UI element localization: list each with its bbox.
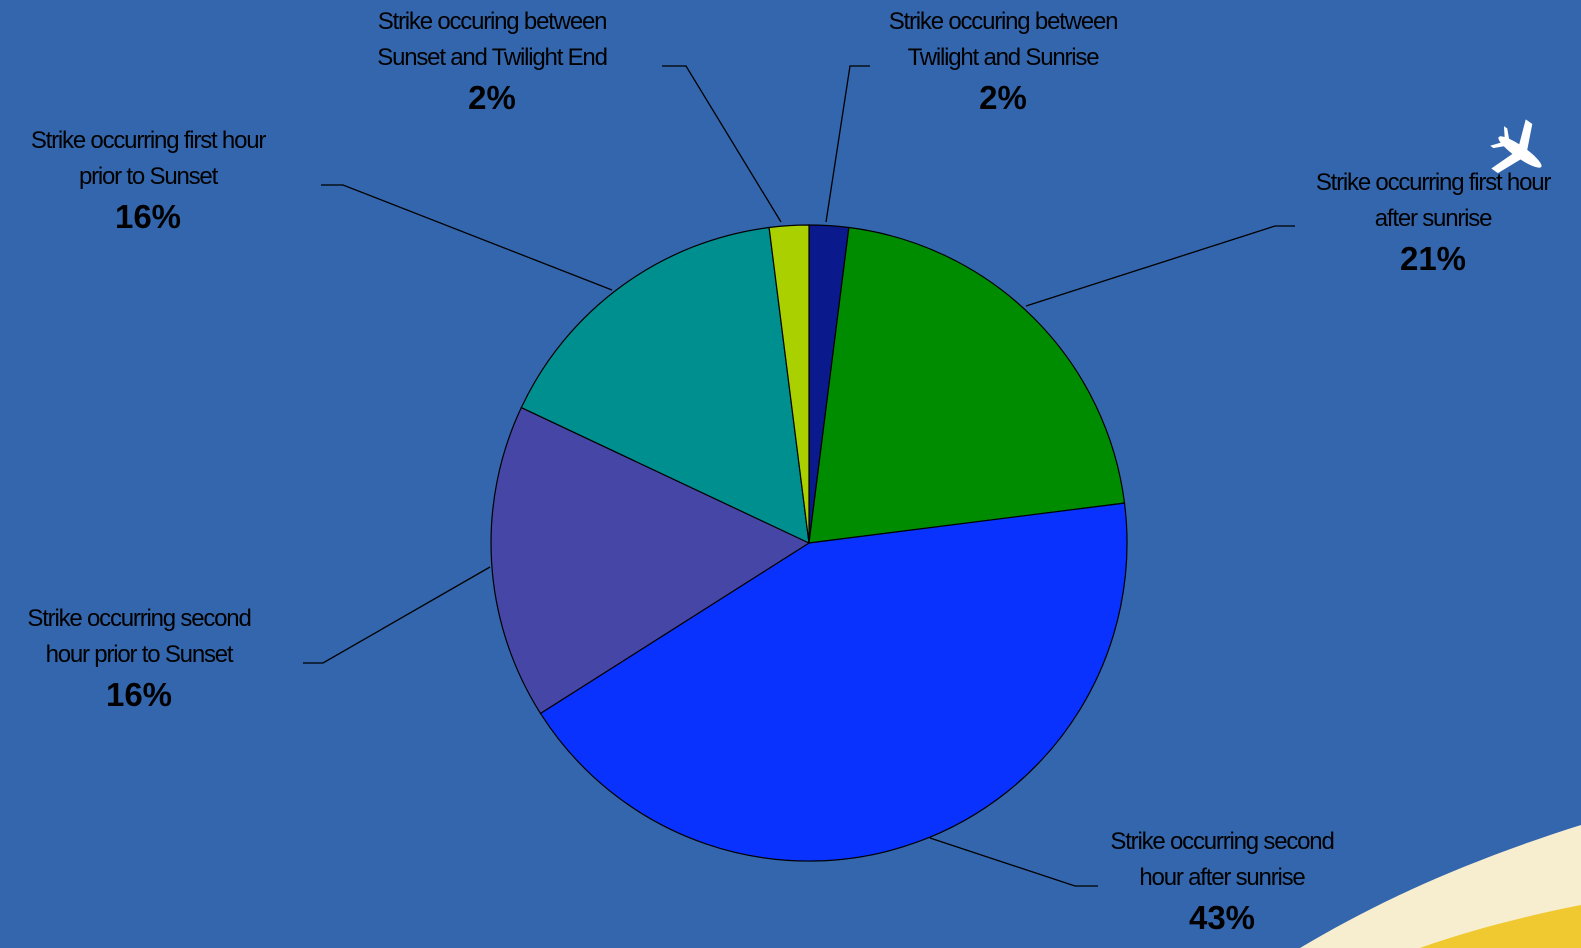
leader-line (321, 184, 613, 291)
slice-label: Strike occuring between Sunset and Twilig… (342, 4, 642, 120)
slice-percent-label: 16% (114, 198, 182, 235)
slice-label: Strike occurring second hour after sunris… (1072, 824, 1372, 940)
slice-label-line1: Strike occuring between (377, 8, 608, 35)
slice-label-line1: Strike occurring first hour (1315, 169, 1552, 196)
swoosh-decoration (1300, 825, 1581, 948)
slice-label-line2: hour prior to Sunset (45, 641, 234, 668)
leader-line (825, 65, 870, 223)
slice-label: Strike occurring first hour prior to Suns… (0, 123, 298, 239)
slice-label-line1: Strike occuring between (888, 8, 1119, 35)
leader-lines (303, 65, 1295, 887)
slice-label-line2: after sunrise (1374, 205, 1493, 232)
slice-label-line1: Strike occurring second (27, 605, 251, 632)
slice-label-line2: Twilight and Sunrise (907, 44, 1100, 71)
pie-slice (808, 226, 1126, 544)
leader-line (662, 65, 782, 223)
pie-slice (768, 224, 810, 544)
leader-line (303, 566, 491, 664)
pie-slice (539, 502, 1128, 862)
slice-label-line2: prior to Sunset (78, 163, 218, 190)
slice-label-line2: hour after sunrise (1139, 864, 1305, 891)
pie-slice (490, 406, 811, 715)
slice-label: Strike occurring first hour after sunrise… (1283, 165, 1581, 281)
slice-percent-label: 16% (105, 676, 173, 713)
slice-percent-label: 21% (1399, 240, 1467, 277)
swoosh-highlight (1420, 905, 1581, 948)
slice-percent-label: 2% (979, 79, 1027, 116)
slice-percent-label: 43% (1188, 899, 1256, 936)
slice-label: Strike occurring second hour prior to Sun… (0, 601, 289, 717)
slice-label-line1: Strike occurring second (1110, 828, 1334, 855)
slice-percent-label: 2% (468, 79, 516, 116)
slice-label-line2: Sunset and Twilight End (377, 44, 608, 71)
slice-label: Strike occuring between Twilight and Sunr… (853, 4, 1153, 120)
slice-label-line1: Strike occurring first hour (30, 127, 267, 154)
pie-slices (490, 224, 1128, 862)
pie-slice (520, 226, 810, 545)
leader-line (1025, 225, 1295, 307)
leader-line (929, 837, 1098, 887)
airplane-icon (1490, 119, 1542, 174)
